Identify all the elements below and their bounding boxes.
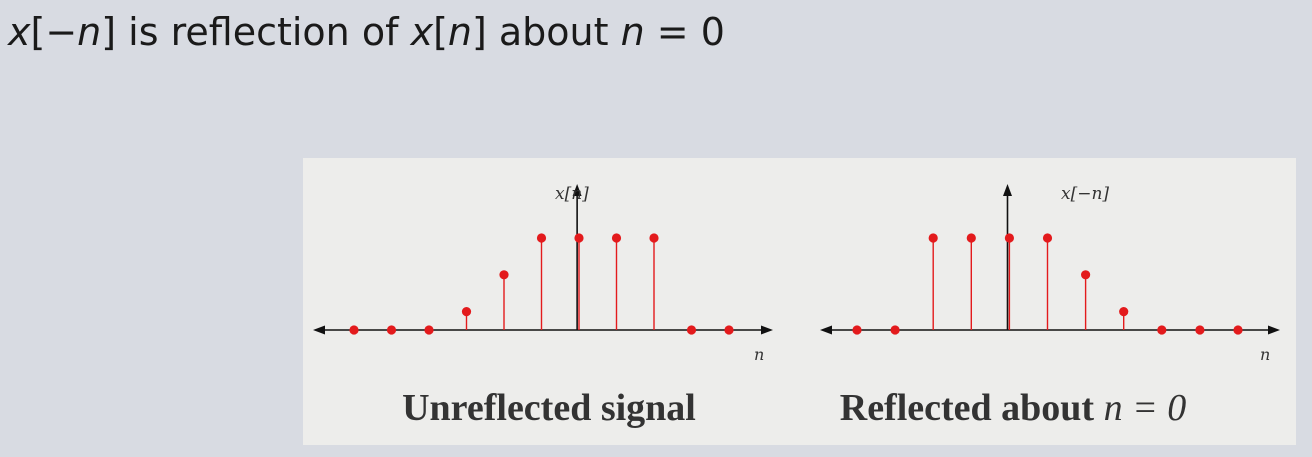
- x-axis-arrow-left: [820, 325, 832, 335]
- stem-dot: [461, 307, 472, 317]
- plot-caption: Reflected about n = 0: [840, 387, 1187, 429]
- y-axis-arrow: [572, 184, 582, 196]
- stem-dot: [928, 233, 938, 243]
- stem-dot: [536, 233, 547, 243]
- x-axis-arrow-right: [1268, 325, 1280, 335]
- stem-dot: [424, 325, 434, 335]
- caption-bold: Unreflected signal: [402, 387, 696, 429]
- stem-dot: [499, 270, 509, 280]
- x-axis-arrow-left: [313, 325, 325, 335]
- stem-dot: [1233, 325, 1243, 335]
- stem-dot: [1004, 233, 1015, 243]
- stem-dot: [1119, 307, 1129, 317]
- stem-dot: [349, 325, 359, 335]
- stem-dot: [1195, 325, 1205, 335]
- stem-plots: x[n] n Unreflected signal x[−n] n Reflected a…: [313, 184, 1280, 429]
- plot-caption: Unreflected signal: [402, 387, 696, 429]
- stem-dot: [649, 233, 659, 243]
- slide-title: x[−n] is reflection of x[n] about n = 0: [8, 10, 725, 54]
- y-axis-label: x[−n]: [1061, 184, 1109, 204]
- x-axis-arrow-right: [761, 325, 773, 335]
- stem-dot: [574, 233, 584, 243]
- stem-dot: [686, 325, 697, 335]
- stem-dot: [611, 233, 622, 243]
- stem-dot: [386, 325, 397, 335]
- y-axis-arrow: [1002, 184, 1012, 196]
- stem-dot: [890, 325, 900, 335]
- figure-panel: x[n] n Unreflected signal x[−n] n Reflected a…: [303, 158, 1296, 445]
- stem-dot: [1042, 233, 1053, 243]
- stem-dot: [1157, 325, 1167, 335]
- caption-bold: Reflected about: [840, 387, 1104, 429]
- x-axis-label: n: [1260, 345, 1270, 364]
- x-axis-label: n: [754, 345, 764, 364]
- stem-dot: [852, 325, 862, 335]
- y-axis-label: x[n]: [555, 184, 589, 204]
- stem-dot: [1081, 270, 1091, 280]
- caption-math: n = 0: [1104, 387, 1187, 429]
- stem-dot: [966, 233, 976, 243]
- stem-dot: [724, 325, 734, 335]
